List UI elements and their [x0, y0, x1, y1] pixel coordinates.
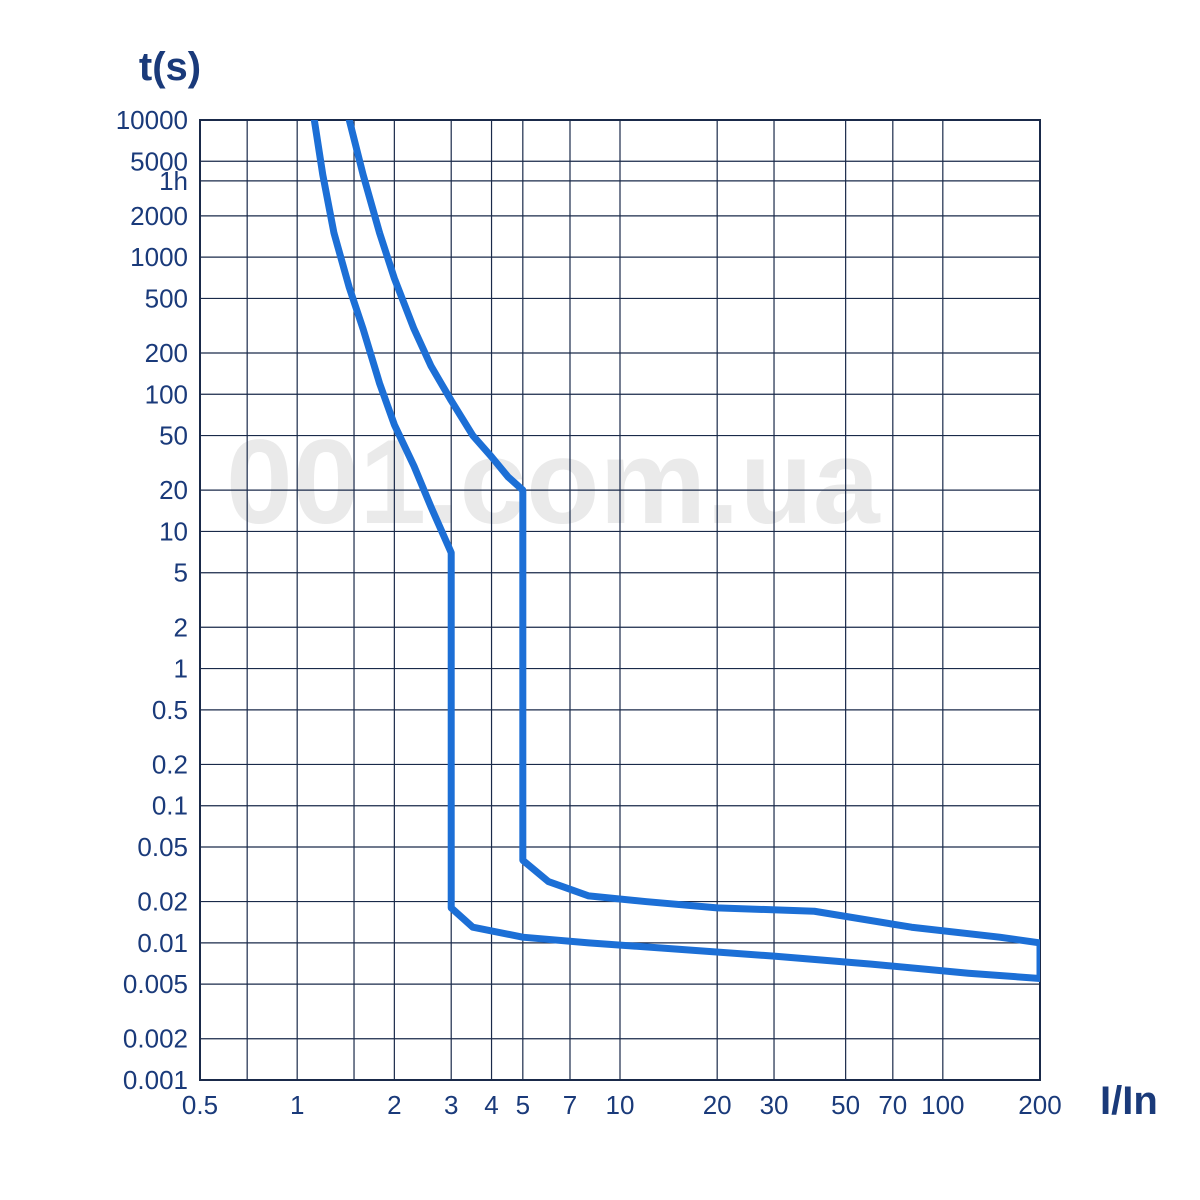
x-tick-label: 0.5: [182, 1090, 218, 1120]
x-tick-label: 30: [760, 1090, 789, 1120]
y-tick-label: 0.001: [123, 1065, 188, 1095]
x-tick-label: 10: [606, 1090, 635, 1120]
y-tick-label: 50: [159, 421, 188, 451]
x-axis-title: I/In: [1100, 1079, 1158, 1123]
x-tick-label: 200: [1018, 1090, 1061, 1120]
y-tick-label: 100: [145, 379, 188, 409]
x-tick-label: 20: [703, 1090, 732, 1120]
y-tick-label: 2: [174, 612, 188, 642]
x-tick-label: 7: [563, 1090, 577, 1120]
y-tick-label: 1h: [159, 166, 188, 196]
y-tick-label: 10000: [116, 105, 188, 135]
y-tick-label: 0.01: [137, 928, 188, 958]
y-tick-label: 200: [145, 338, 188, 368]
y-tick-label: 0.002: [123, 1024, 188, 1054]
y-tick-label: 10: [159, 516, 188, 546]
chart-svg: 001.com.ua1000050001h2000100050020010050…: [0, 0, 1200, 1200]
y-tick-label: 5: [174, 558, 188, 588]
x-tick-label: 70: [878, 1090, 907, 1120]
y-tick-label: 20: [159, 475, 188, 505]
trip-curve-chart: 001.com.ua1000050001h2000100050020010050…: [0, 0, 1200, 1200]
y-tick-label: 0.02: [137, 887, 188, 917]
y-tick-label: 1: [174, 654, 188, 684]
y-tick-label: 1000: [130, 242, 188, 272]
y-axis-title: t(s): [139, 45, 201, 89]
x-tick-label: 50: [831, 1090, 860, 1120]
x-tick-label: 4: [484, 1090, 498, 1120]
x-tick-label: 2: [387, 1090, 401, 1120]
x-tick-label: 3: [444, 1090, 458, 1120]
x-tick-label: 1: [290, 1090, 304, 1120]
y-tick-label: 0.2: [152, 749, 188, 779]
y-tick-label: 500: [145, 283, 188, 313]
y-tick-label: 0.5: [152, 695, 188, 725]
y-tick-label: 0.1: [152, 791, 188, 821]
x-tick-label: 100: [921, 1090, 964, 1120]
y-tick-label: 2000: [130, 201, 188, 231]
x-tick-label: 5: [516, 1090, 530, 1120]
y-tick-label: 0.005: [123, 969, 188, 999]
y-tick-label: 0.05: [137, 832, 188, 862]
